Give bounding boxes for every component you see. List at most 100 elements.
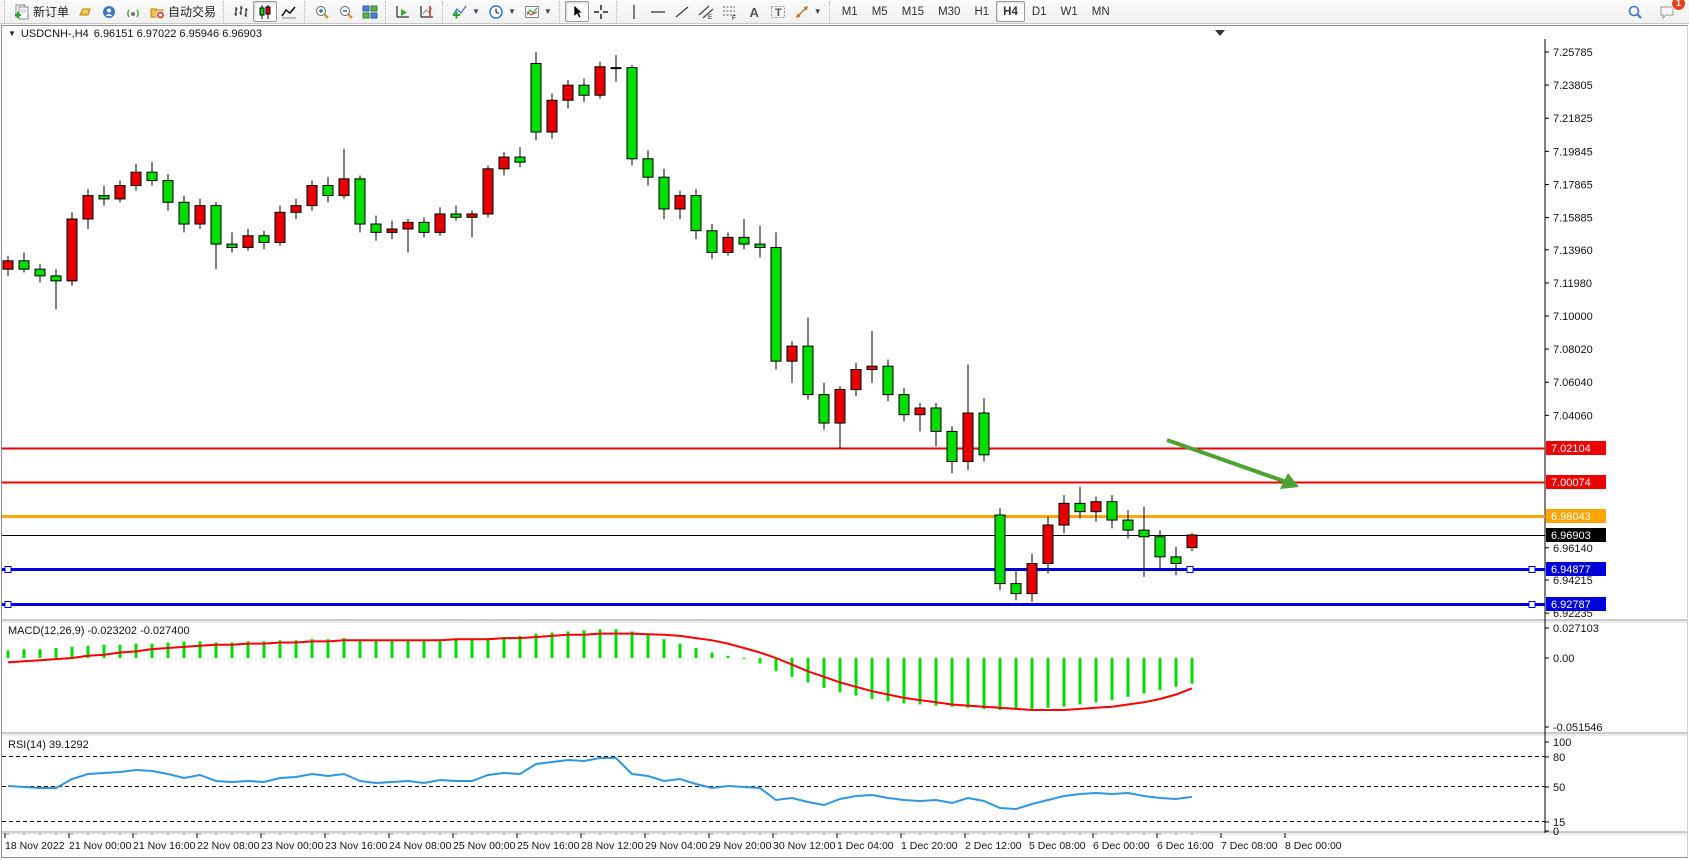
auto-scroll-button[interactable] [391,1,415,22]
bar-chart-button[interactable] [229,1,253,22]
macd-bar [230,642,234,658]
hline-handle[interactable] [1528,601,1536,608]
macd-bar [38,649,42,658]
chart-shift-button[interactable] [415,1,439,22]
timeframe-m5[interactable]: M5 [871,5,888,18]
toolbar-group: E F A T ▼ [615,0,829,23]
equidistant-channel-button[interactable]: E [694,1,718,22]
trend-arrow[interactable] [1166,438,1299,489]
candle [1090,496,1102,522]
chart-background [2,26,1687,857]
arrows-button[interactable]: ▼ [790,1,826,22]
periods-button[interactable]: ▼ [484,1,520,22]
chevron-down-icon[interactable]: ▼ [543,7,552,16]
candle [450,205,462,221]
date-label: 29 Nov 04:00 [645,840,708,852]
chevron-down-icon[interactable]: ▼ [472,7,480,16]
chart-shift-icon [420,5,434,17]
chart-canvas[interactable]: MACD(12,26,9) -0.023202 -0.027400 RSI(14)… [2,26,1687,857]
crosshair-button[interactable] [589,1,613,22]
candle [146,162,158,186]
candle [18,252,30,273]
tile-windows-button[interactable] [358,1,382,22]
line-chart-button[interactable] [277,1,301,22]
date-label: 28 Nov 12:00 [581,840,644,852]
text-label-button[interactable]: T [766,1,790,22]
templates-button[interactable]: ▼ [520,1,556,22]
macd-bar [438,639,442,658]
candle [802,317,814,400]
price-tag-label: 6.96903 [1551,530,1591,542]
candlestick-chart-button[interactable] [253,1,278,22]
chevron-down-icon[interactable]: ▼ [813,7,822,16]
rsi-axis-label: 50 [1553,782,1565,794]
macd-bar [1110,658,1114,701]
chart-shift-marker[interactable] [1215,30,1225,36]
vertical-line-button[interactable] [622,1,646,22]
hline-handle[interactable] [1186,566,1194,573]
chart-menu-icon[interactable]: ▼ [8,29,16,38]
zoom-out-button[interactable] [334,1,358,22]
macd-bar [774,658,778,672]
candle [130,163,142,191]
signals-icon [127,9,139,17]
candle [962,364,974,470]
new-order-button-label: 新订单 [33,5,70,19]
deposit-button[interactable] [73,1,97,22]
new-order-button[interactable]: 新订单 [10,1,73,22]
search-button[interactable] [1623,1,1647,22]
timeframe-h4[interactable]: H4 [996,1,1025,22]
macd-bar [950,658,954,707]
candle [434,207,446,236]
text-button[interactable]: A [742,1,766,22]
candle [1026,553,1038,603]
macd-bar [550,632,554,658]
horizontal-line-button[interactable] [646,1,670,22]
community-button[interactable] [97,1,121,22]
chart-line-icon [281,6,297,18]
price-axis-label: 6.92235 [1553,608,1593,620]
zoom-in-button[interactable] [310,1,334,22]
candle [2,255,14,276]
chevron-down-icon[interactable]: ▼ [507,7,516,16]
signals-button[interactable] [121,1,145,22]
autotrade-button[interactable]: 自动交易 [145,1,220,22]
timeframe-mn[interactable]: MN [1091,5,1110,18]
macd-label: MACD(12,26,9) -0.023202 -0.027400 [8,625,190,637]
timeframe-w1[interactable]: W1 [1060,5,1078,18]
date-axis[interactable]: 18 Nov 2022 21 Nov 00:00 21 Nov 16:00 22 No… [4,833,1342,852]
candle [386,220,398,240]
date-label: 29 Nov 20:00 [709,840,772,852]
macd-bar [630,631,634,658]
hline-handle[interactable] [4,601,12,608]
candle [1170,546,1182,576]
candle [242,229,254,251]
trendline-button[interactable] [670,1,694,22]
timeframe-m1[interactable]: M1 [841,5,858,18]
timeframe-m15[interactable]: M15 [901,5,925,18]
macd-bar [454,639,458,658]
macd-bar [1174,658,1178,687]
date-label: 23 Nov 16:00 [325,840,388,852]
toolbar-group [223,0,304,23]
candle [722,232,734,256]
notifications-button[interactable]: 1 [1655,0,1685,22]
macd-bar [1094,658,1098,703]
timeframe-h1[interactable]: H1 [974,5,990,18]
hline-handle[interactable] [4,566,12,573]
candle [322,177,334,203]
candle [418,217,430,238]
macd-bar [822,658,826,688]
chart-symbol-period: USDCNH-,H4 [20,27,89,40]
timeframe-d1[interactable]: D1 [1031,5,1047,18]
macd-bar [806,658,810,683]
hline-handle[interactable] [1528,566,1536,573]
price-axis-label: 7.15885 [1553,213,1593,225]
macd-bar [70,646,74,658]
timeframe-m30[interactable]: M30 [938,5,961,18]
fibonacci-button[interactable]: F [718,1,742,22]
indicators-button[interactable]: ▼ [448,1,484,22]
zoom-out-icon [340,5,353,19]
chart-bars-icon [234,5,248,17]
cursor-button[interactable] [564,1,589,22]
